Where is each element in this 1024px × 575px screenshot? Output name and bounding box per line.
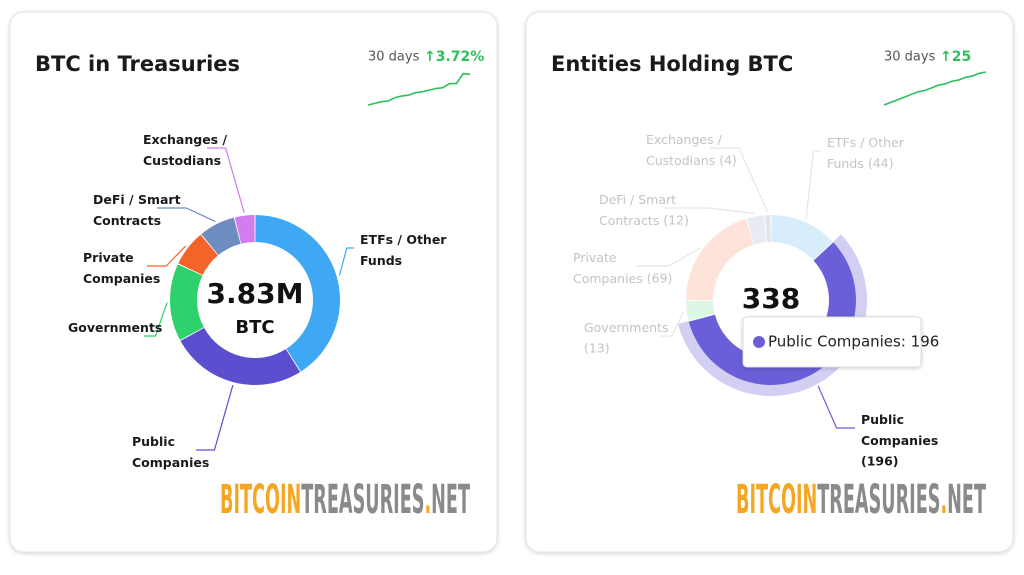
donut-slice [765, 215, 771, 243]
donut-slice [180, 327, 301, 385]
slice-label: Public Companies [132, 434, 209, 470]
leader-line [660, 311, 685, 337]
donut-slice [746, 215, 767, 245]
slice-halo [678, 234, 867, 396]
leader-line [805, 150, 821, 220]
watermark: BITCOINTREASURIES.NET [736, 477, 986, 523]
donut-slice [255, 215, 341, 372]
total-label: 338 [742, 282, 800, 315]
leader-line [147, 245, 186, 267]
leader-line [157, 207, 216, 222]
sparkline [883, 71, 987, 106]
watermark-part: BITCOIN [736, 477, 817, 523]
change-label: ↑25 [940, 49, 971, 65]
slice-label: Exchanges / Custodians [143, 132, 227, 168]
tooltip-text: Public Companies: 196 [768, 333, 939, 351]
slice-label: Governments [584, 320, 668, 335]
leader-line [663, 207, 755, 215]
donut-slice [234, 215, 255, 244]
watermark-part: NET [431, 477, 470, 523]
tooltip [742, 316, 922, 368]
slice-label: DeFi / Smart Contracts [599, 192, 676, 228]
watermark-part: . [424, 477, 431, 523]
value-label: (196) [861, 454, 899, 469]
watermark-part: . [940, 477, 947, 523]
slice-label: Private Companies [573, 250, 643, 286]
slice-label: ETFs / Other Funds [827, 135, 905, 171]
donut-slice [686, 218, 754, 301]
leader-line [637, 247, 701, 267]
leader-line [710, 147, 769, 213]
leader-line [144, 302, 168, 337]
value-label: (44) [868, 156, 894, 171]
slice-label: Private Companies [83, 250, 160, 286]
value-label: (12) [663, 213, 689, 228]
card-title: BTC in Treasuries [35, 52, 240, 76]
slice-label: DeFi / Smart Contracts [93, 192, 181, 228]
watermark-part: BITCOIN [220, 477, 301, 523]
tooltip-swatch [753, 336, 765, 348]
donut-slice [771, 215, 833, 261]
slice-label: Public Companies [861, 412, 938, 448]
period-label: 30 days [884, 50, 936, 65]
card [9, 11, 498, 553]
card-title: Entities Holding BTC [551, 52, 793, 76]
value-label: (69) [647, 271, 673, 286]
donut-slice [686, 300, 715, 321]
value-label: (4) [719, 153, 737, 168]
leader-line [196, 385, 234, 451]
slice-label: Governments [68, 320, 162, 335]
sparkline [367, 72, 471, 106]
donut-slice [201, 217, 241, 256]
leader-line [817, 385, 855, 429]
donut-slice [170, 264, 204, 341]
card [525, 11, 1014, 553]
leader-line [207, 147, 245, 213]
total-label: 3.83M [207, 277, 304, 310]
slice-label: Exchanges / Custodians [646, 132, 723, 168]
value-label: (13) [584, 341, 610, 356]
watermark: BITCOINTREASURIES.NET [220, 477, 470, 523]
change-label: ↑3.72% [424, 49, 484, 65]
unit-label: BTC [235, 317, 274, 338]
watermark-part: TREASURIES [817, 477, 940, 523]
slice-label: ETFs / Other Funds [360, 232, 447, 268]
donut-slice [178, 234, 218, 276]
period-label: 30 days [368, 50, 420, 65]
leader-line [338, 247, 354, 276]
watermark-part: NET [947, 477, 986, 523]
watermark-part: TREASURIES [301, 477, 424, 523]
